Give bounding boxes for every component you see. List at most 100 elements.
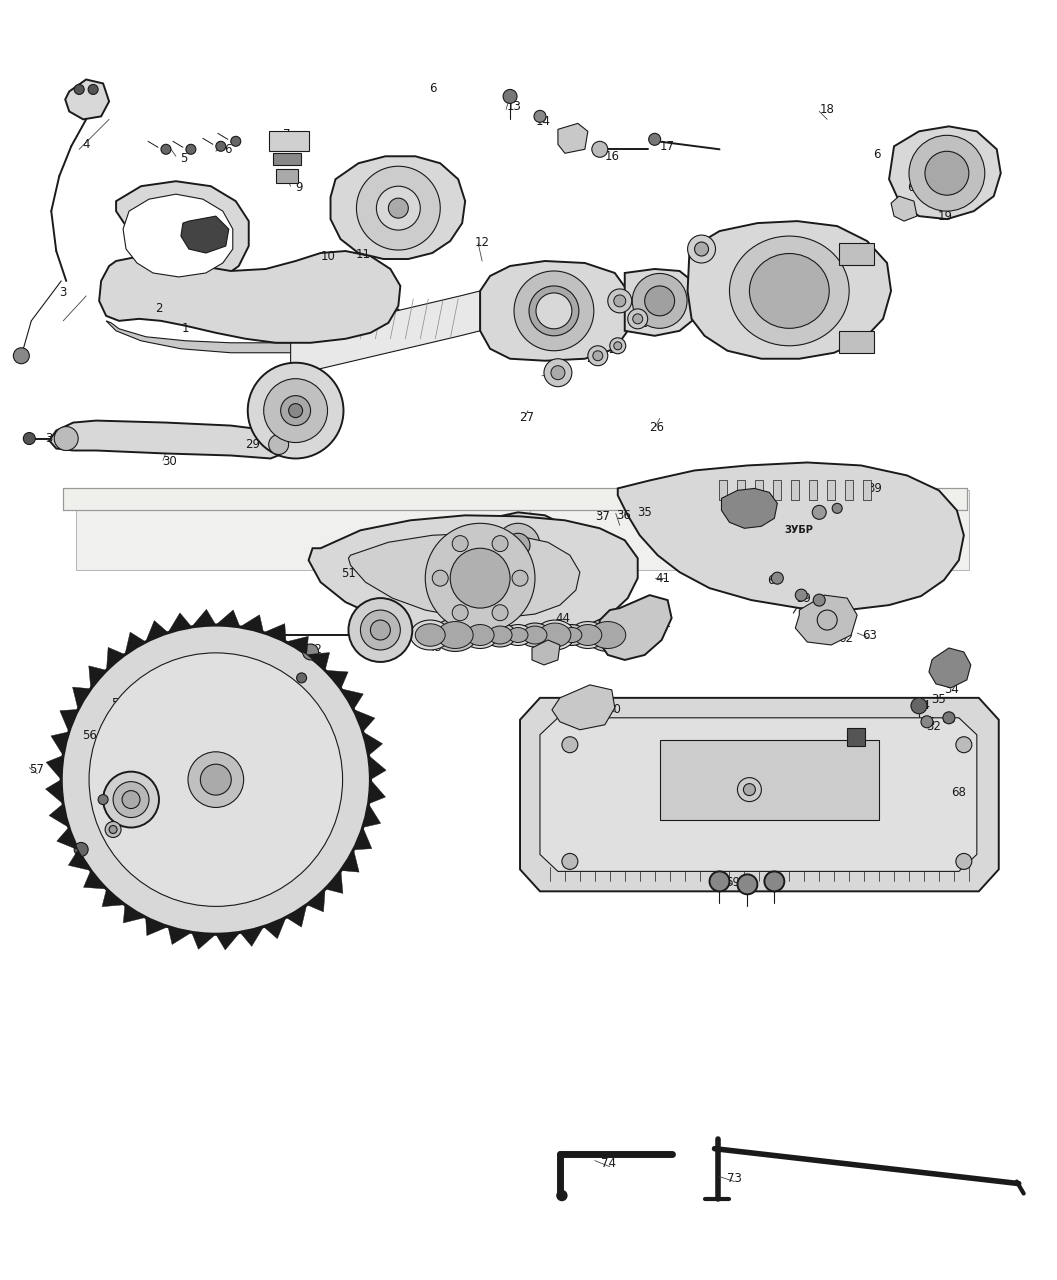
Polygon shape: [73, 687, 91, 709]
Text: 60: 60: [767, 573, 782, 586]
Circle shape: [709, 872, 729, 891]
Circle shape: [534, 110, 546, 123]
Text: 5: 5: [181, 152, 187, 165]
Circle shape: [593, 351, 602, 361]
Circle shape: [89, 653, 342, 906]
Ellipse shape: [590, 622, 626, 649]
FancyBboxPatch shape: [847, 728, 865, 746]
Polygon shape: [354, 709, 375, 732]
Polygon shape: [558, 123, 588, 154]
Polygon shape: [49, 804, 69, 827]
Polygon shape: [146, 918, 168, 936]
Circle shape: [450, 548, 511, 608]
Text: 52: 52: [308, 644, 322, 657]
Ellipse shape: [645, 285, 674, 316]
FancyBboxPatch shape: [774, 480, 781, 500]
Polygon shape: [369, 780, 386, 804]
Text: 13: 13: [506, 100, 521, 113]
Ellipse shape: [433, 618, 477, 652]
Circle shape: [161, 145, 171, 155]
Circle shape: [289, 403, 302, 417]
Text: 43: 43: [578, 622, 593, 635]
Ellipse shape: [519, 623, 551, 646]
FancyBboxPatch shape: [792, 480, 799, 500]
Text: 35: 35: [637, 506, 652, 518]
Polygon shape: [307, 653, 330, 671]
Text: 56: 56: [81, 730, 96, 742]
Polygon shape: [191, 932, 216, 950]
Text: 70: 70: [607, 703, 622, 717]
Circle shape: [186, 145, 196, 155]
Polygon shape: [240, 614, 263, 632]
Circle shape: [628, 308, 648, 329]
Polygon shape: [99, 251, 401, 343]
Circle shape: [588, 346, 608, 366]
Polygon shape: [286, 636, 309, 654]
Circle shape: [743, 783, 756, 796]
Polygon shape: [286, 905, 307, 927]
Polygon shape: [688, 221, 891, 358]
FancyBboxPatch shape: [660, 740, 879, 819]
Text: 17: 17: [661, 140, 675, 152]
Text: 67: 67: [849, 730, 864, 742]
Polygon shape: [486, 556, 525, 588]
Circle shape: [23, 433, 35, 444]
Polygon shape: [216, 611, 240, 627]
Circle shape: [688, 236, 716, 262]
Ellipse shape: [504, 625, 532, 645]
Text: 51: 51: [341, 567, 356, 580]
Text: 50: 50: [374, 577, 389, 590]
Text: 34: 34: [721, 498, 736, 511]
Polygon shape: [216, 932, 240, 950]
Circle shape: [54, 426, 78, 451]
Circle shape: [113, 782, 149, 818]
FancyBboxPatch shape: [864, 480, 871, 500]
Polygon shape: [57, 827, 78, 850]
Circle shape: [921, 716, 933, 728]
Ellipse shape: [514, 271, 594, 351]
Circle shape: [909, 136, 985, 211]
Text: 2: 2: [155, 302, 163, 315]
Circle shape: [544, 358, 572, 387]
Polygon shape: [468, 512, 575, 579]
Circle shape: [349, 598, 412, 662]
Ellipse shape: [729, 236, 849, 346]
Text: 66: 66: [921, 717, 935, 730]
FancyBboxPatch shape: [276, 169, 298, 183]
Polygon shape: [891, 196, 917, 221]
FancyBboxPatch shape: [756, 480, 763, 500]
Polygon shape: [66, 79, 109, 119]
Text: 58: 58: [814, 599, 829, 612]
Text: 55: 55: [111, 698, 126, 710]
Circle shape: [738, 778, 761, 801]
Text: 23: 23: [609, 343, 624, 356]
FancyBboxPatch shape: [839, 330, 874, 353]
Polygon shape: [929, 648, 970, 687]
Text: 18: 18: [820, 102, 835, 116]
Circle shape: [496, 524, 540, 567]
Polygon shape: [341, 850, 359, 872]
Polygon shape: [240, 927, 263, 946]
Circle shape: [795, 589, 808, 602]
FancyBboxPatch shape: [273, 154, 300, 165]
Text: 4: 4: [82, 138, 90, 151]
Polygon shape: [326, 671, 348, 689]
Ellipse shape: [570, 622, 606, 649]
Polygon shape: [341, 689, 364, 709]
Circle shape: [297, 673, 307, 684]
Polygon shape: [124, 905, 146, 923]
Ellipse shape: [415, 623, 445, 646]
Text: 20: 20: [698, 247, 713, 260]
Ellipse shape: [535, 620, 575, 650]
Polygon shape: [47, 755, 63, 780]
Ellipse shape: [462, 622, 498, 649]
Polygon shape: [617, 462, 964, 611]
Ellipse shape: [438, 622, 474, 649]
Polygon shape: [625, 269, 698, 335]
Text: 45: 45: [499, 634, 514, 646]
Polygon shape: [722, 489, 777, 529]
Text: 1: 1: [182, 323, 189, 335]
Circle shape: [610, 338, 626, 353]
Polygon shape: [50, 421, 285, 458]
Text: 14: 14: [536, 115, 551, 128]
